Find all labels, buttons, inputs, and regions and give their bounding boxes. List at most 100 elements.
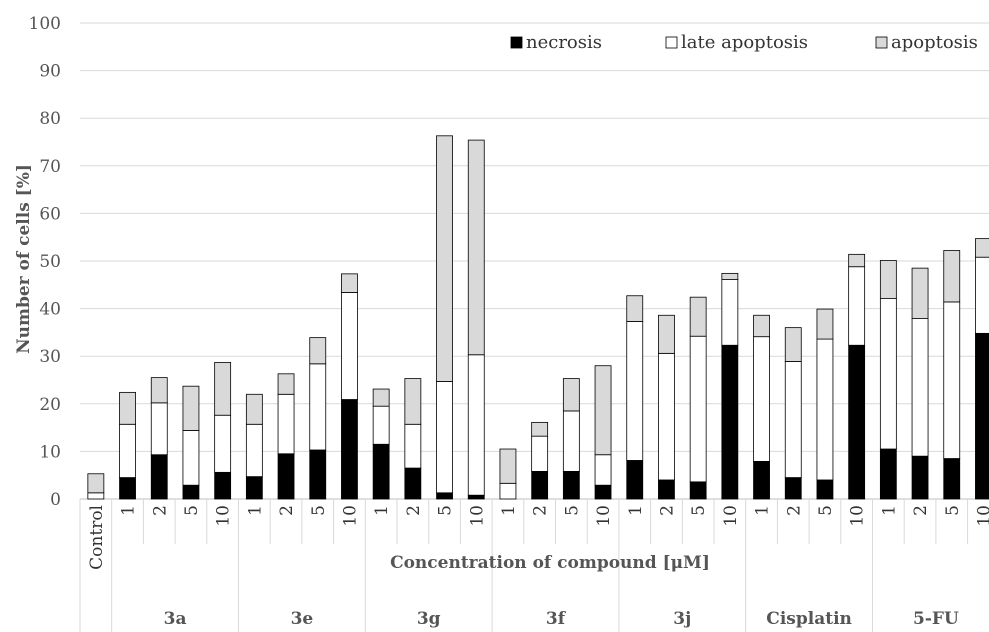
x-tick-label: 10 bbox=[721, 505, 741, 527]
x-tick-label: 10 bbox=[467, 505, 487, 527]
bar-segment-late-apoptosis bbox=[658, 352, 675, 481]
x-tick-label: 5 bbox=[562, 505, 582, 516]
y-tick-label: 60 bbox=[39, 204, 61, 224]
legend: necrosis late apoptosis apoptosis bbox=[510, 32, 978, 53]
x-tick-label: 1 bbox=[879, 505, 899, 516]
x-tick-label: 2 bbox=[277, 505, 297, 516]
bar-segment-necrosis bbox=[689, 481, 707, 500]
bar-segment-necrosis bbox=[119, 477, 136, 500]
bar-segment-late-apoptosis bbox=[594, 454, 612, 486]
bar-segment-apoptosis bbox=[182, 385, 200, 431]
bar-segment-necrosis bbox=[531, 470, 549, 500]
bar-segment-necrosis bbox=[626, 460, 644, 500]
bar-segment-apoptosis bbox=[911, 267, 929, 319]
bar-segment-necrosis bbox=[911, 455, 929, 500]
bar-segment-apoptosis bbox=[658, 314, 675, 354]
bar-segment-late-apoptosis bbox=[467, 354, 485, 496]
y-tick-label: 50 bbox=[39, 252, 61, 272]
bar-segment-apoptosis bbox=[119, 391, 136, 425]
bar-segment-apoptosis bbox=[626, 295, 644, 322]
bar-segment-apoptosis bbox=[499, 448, 517, 484]
bar-segment-late-apoptosis bbox=[848, 266, 866, 346]
bar-segment-necrosis bbox=[467, 494, 485, 500]
y-axis-tick-labels: 0 10 20 30 40 50 60 70 80 90 100 bbox=[29, 14, 61, 510]
legend-swatch-necrosis bbox=[510, 36, 523, 49]
bar-segment-apoptosis bbox=[467, 139, 485, 356]
bar-segment-late-apoptosis bbox=[87, 492, 105, 500]
bar-segment-late-apoptosis bbox=[277, 393, 295, 455]
bar-segment-late-apoptosis bbox=[404, 423, 422, 469]
bar-segment-apoptosis bbox=[562, 378, 580, 412]
bar-segment-necrosis bbox=[562, 470, 580, 500]
x-tick-label: 1 bbox=[372, 505, 392, 516]
bar-segment-apoptosis bbox=[436, 135, 453, 382]
y-tick-label: 90 bbox=[39, 62, 61, 82]
x-tick-label: 5 bbox=[182, 505, 202, 516]
x-tick-label: 2 bbox=[657, 505, 677, 516]
bar-segment-necrosis bbox=[784, 477, 802, 500]
bar-segment-necrosis bbox=[753, 460, 770, 500]
bar-segment-necrosis bbox=[182, 484, 200, 500]
x-axis-table: Control 1 2 5 10 1 2 5 10 1 2 5 10 1 2 5 10 1 2 5 10 1 2 5 10 1 2 5… bbox=[79, 499, 989, 632]
bar-segment-late-apoptosis bbox=[531, 435, 549, 472]
bar-segment-apoptosis bbox=[214, 361, 232, 416]
bar-segment-apoptosis bbox=[372, 388, 390, 407]
x-tick-label: 2 bbox=[404, 505, 424, 516]
bar-segment-necrosis bbox=[848, 344, 866, 500]
bar-segment-necrosis bbox=[594, 484, 612, 500]
y-axis-title: Number of cells [%] bbox=[14, 164, 34, 354]
bar-segment-necrosis bbox=[309, 449, 327, 500]
x-tick-label: 10 bbox=[214, 505, 234, 527]
y-tick-label: 80 bbox=[39, 109, 61, 129]
bar-segment-apoptosis bbox=[594, 365, 612, 456]
y-tick-label: 70 bbox=[39, 157, 61, 177]
x-tick-label: 5 bbox=[943, 505, 963, 516]
bar-segment-late-apoptosis bbox=[975, 256, 989, 334]
bar-segment-late-apoptosis bbox=[626, 321, 644, 461]
bar-segment-late-apoptosis bbox=[245, 423, 263, 478]
bar-segment-necrosis bbox=[879, 448, 897, 500]
bar-segment-apoptosis bbox=[277, 373, 295, 395]
bar-segment-necrosis bbox=[277, 453, 295, 500]
x-tick-label: 2 bbox=[784, 505, 804, 516]
bar-segment-apoptosis bbox=[879, 260, 897, 300]
bar-segment-late-apoptosis bbox=[119, 423, 136, 478]
bar-segment-apoptosis bbox=[531, 421, 549, 437]
group-label: 3f bbox=[546, 609, 567, 629]
x-tick-label: 2 bbox=[911, 505, 931, 516]
bar-segment-late-apoptosis bbox=[436, 381, 453, 494]
bar-segment-necrosis bbox=[245, 476, 263, 500]
bar-segment-necrosis bbox=[372, 443, 390, 500]
group-label: 5-FU bbox=[913, 609, 959, 629]
bar-segment-late-apoptosis bbox=[372, 405, 390, 445]
y-tick-label: 30 bbox=[39, 347, 61, 367]
bar-segment-late-apoptosis bbox=[943, 301, 961, 459]
group-label: Cisplatin bbox=[766, 609, 852, 629]
x-tick-label: 10 bbox=[848, 505, 868, 527]
group-label: 3j bbox=[673, 609, 691, 629]
bar-segment-apoptosis bbox=[721, 272, 739, 280]
bar-segment-late-apoptosis bbox=[150, 402, 168, 456]
bar-segment-necrosis bbox=[816, 479, 834, 500]
bar-segment-apoptosis bbox=[150, 377, 168, 404]
x-tick-label: 5 bbox=[436, 505, 456, 516]
legend-label: necrosis bbox=[526, 32, 602, 53]
x-axis-title: Concentration of compound [μM] bbox=[390, 553, 710, 573]
x-tick-label: 1 bbox=[753, 505, 773, 516]
legend-swatch-apoptosis bbox=[875, 36, 888, 49]
y-tick-label: 0 bbox=[50, 490, 61, 510]
bar-segment-apoptosis bbox=[689, 296, 707, 337]
x-tick-label: 1 bbox=[245, 505, 265, 516]
bar-segment-apoptosis bbox=[943, 250, 961, 303]
bar-segment-apoptosis bbox=[784, 327, 802, 362]
group-label: 3a bbox=[164, 609, 187, 629]
y-tick-label: 20 bbox=[39, 395, 61, 415]
bar-segment-necrosis bbox=[150, 454, 168, 500]
x-tick-label: 10 bbox=[974, 505, 989, 527]
bar-segment-late-apoptosis bbox=[214, 414, 232, 473]
bar-segment-apoptosis bbox=[816, 308, 834, 340]
bar-segment-late-apoptosis bbox=[879, 298, 897, 450]
bar-segment-apoptosis bbox=[975, 238, 989, 258]
gridlines bbox=[80, 22, 989, 500]
bar-segment-necrosis bbox=[341, 399, 358, 500]
